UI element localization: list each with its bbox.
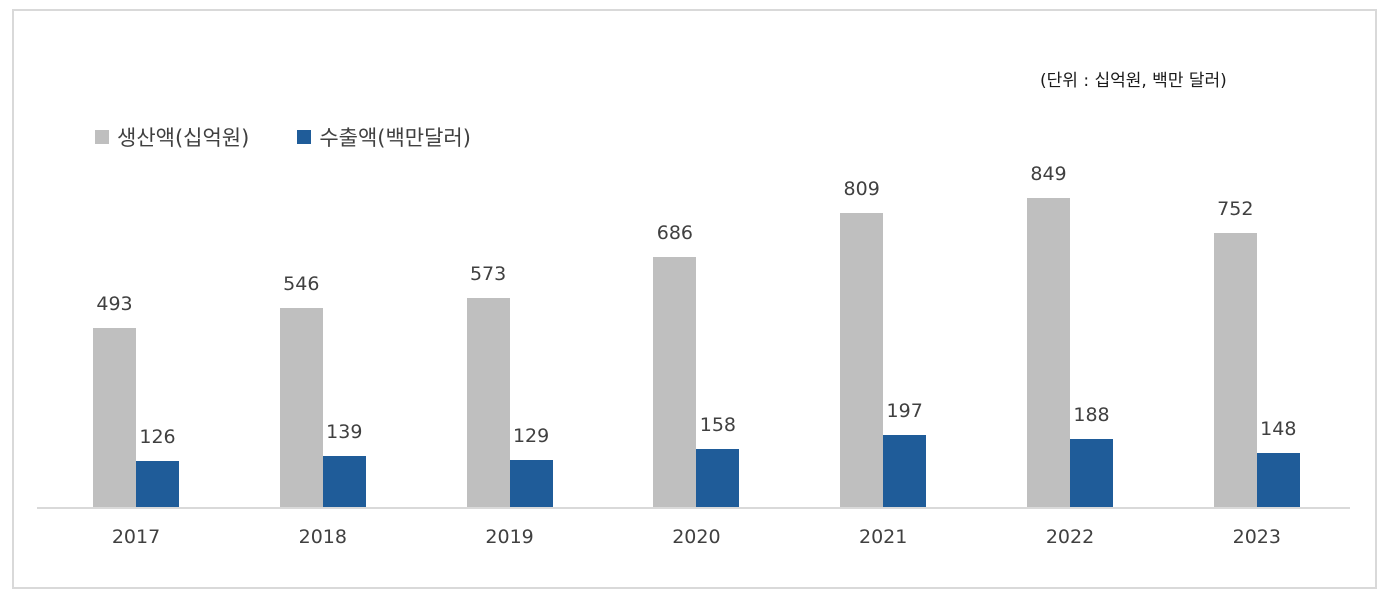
bar-production: [1213, 233, 1257, 507]
legend-item-export: 수출액(백만달러): [297, 122, 471, 152]
value-label-production: 809: [843, 177, 880, 200]
legend-swatch-export: [297, 130, 312, 144]
value-label-export: 126: [139, 426, 176, 449]
bar-production: [840, 212, 884, 507]
bar-production: [1027, 198, 1070, 507]
x-axis-label: 2022: [1045, 526, 1095, 548]
legend-item-production: 생산액(십억원): [95, 122, 249, 152]
value-label-production: 686: [656, 222, 694, 245]
x-axis-label: 2018: [298, 526, 347, 548]
bar-export: [1070, 438, 1113, 507]
bar-export: [136, 461, 179, 507]
legend-swatch-production: [95, 130, 109, 144]
x-axis-label: 2017: [111, 526, 161, 548]
value-label-export: 139: [326, 421, 363, 444]
bar-export: [696, 449, 740, 507]
value-label-export: 158: [699, 414, 737, 437]
value-label-production: 752: [1217, 198, 1254, 221]
bar-production: [93, 327, 136, 507]
value-label-production: 546: [283, 273, 320, 296]
value-label-export: 188: [1073, 403, 1110, 426]
bar-export: [509, 460, 553, 507]
bar-export: [1256, 453, 1300, 507]
bar-export: [322, 456, 366, 507]
value-label-production: 573: [469, 263, 507, 286]
x-axis-label: 2023: [1232, 526, 1281, 548]
x-axis-label: 2019: [485, 526, 534, 548]
bar-export: [883, 435, 927, 507]
value-label-export: 129: [512, 425, 550, 448]
value-label-production: 493: [96, 292, 133, 315]
bar-production: [279, 308, 323, 507]
bar-production: [466, 298, 510, 507]
unit-note: (단위 : 십억원, 백만 달러): [1040, 71, 1227, 91]
x-axis-line: [37, 507, 1350, 509]
value-label-production: 849: [1030, 163, 1067, 185]
x-axis-label: 2020: [672, 526, 721, 548]
x-axis-label: 2021: [859, 526, 908, 548]
value-label-export: 197: [886, 400, 923, 423]
value-label-export: 148: [1260, 418, 1297, 441]
legend-label-export: 수출액(백만달러): [319, 126, 471, 150]
legend-label-production: 생산액(십억원): [117, 126, 250, 150]
bar-production: [653, 257, 697, 507]
legend: 생산액(십억원) 수출액(백만달러): [95, 122, 519, 152]
